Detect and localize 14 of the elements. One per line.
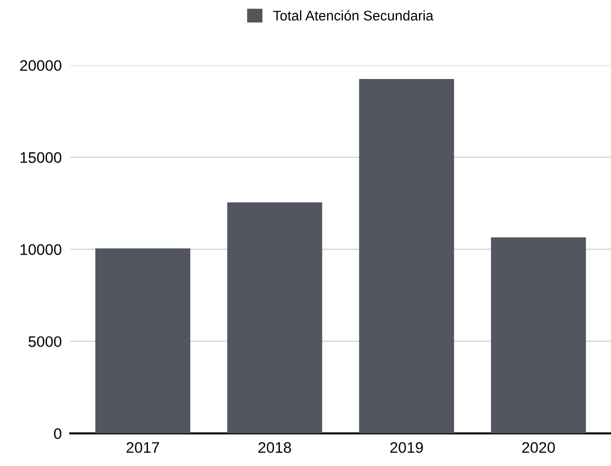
y-tick-label: 5000 — [28, 336, 62, 348]
bar — [490, 237, 586, 434]
y-tick-label: 15000 — [20, 152, 62, 163]
bar — [95, 248, 190, 434]
y-tick-label: 0 — [54, 428, 62, 440]
y-tick-label: 20000 — [20, 60, 62, 71]
x-tick-label: 2018 — [258, 442, 292, 453]
legend-label: Total Atención Secundaria — [273, 10, 434, 21]
x-tick-label: 2020 — [522, 442, 555, 453]
bar — [359, 79, 454, 434]
x-tick-label: 2019 — [390, 442, 423, 453]
bar — [227, 202, 322, 434]
x-tick-label: 2017 — [126, 442, 160, 453]
y-tick-label: 10000 — [20, 244, 62, 255]
